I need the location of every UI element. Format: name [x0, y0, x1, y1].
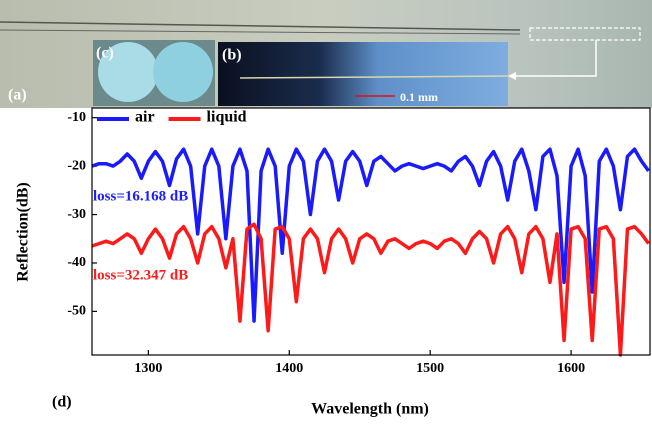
x-axis-label: Wavelength (nm): [311, 401, 429, 418]
x-tick-label: 1500: [416, 361, 444, 376]
panel-label: (c): [96, 45, 114, 62]
zoom-box: [529, 27, 641, 41]
panel-label: (a): [8, 87, 27, 104]
fiber-end-face: [98, 42, 158, 102]
x-tick-label: 1400: [275, 361, 303, 376]
scale-bar-label: 0.1 mm: [400, 90, 438, 104]
y-tick-label: -50: [67, 304, 86, 319]
loss-annotation: loss=32.347 dB: [93, 267, 188, 283]
fiber: [0, 21, 521, 31]
y-tick-label: -30: [67, 207, 86, 222]
arrow-head: [508, 72, 516, 80]
data-line: [91, 147, 651, 323]
fiber-end-face: [153, 42, 213, 102]
loss-annotation: loss=16.168 dB: [93, 188, 188, 204]
legend-label: liquid: [207, 109, 247, 126]
plot-frame: [91, 107, 651, 356]
fiber-image: [239, 75, 509, 79]
panel-label: (d): [52, 394, 72, 411]
y-tick-label: -10: [67, 110, 86, 125]
legend-label: air: [135, 109, 155, 126]
y-tick-label: -40: [67, 255, 86, 270]
panel-label: (b): [222, 47, 242, 64]
y-tick-label: -20: [67, 158, 86, 173]
zoom-arrow: [510, 40, 597, 77]
fiber: [0, 29, 521, 35]
y-axis-label: Reflection(dB): [15, 182, 32, 282]
x-tick-label: 1600: [557, 361, 585, 376]
data-line: [91, 222, 651, 357]
x-tick-label: 1300: [134, 361, 162, 376]
